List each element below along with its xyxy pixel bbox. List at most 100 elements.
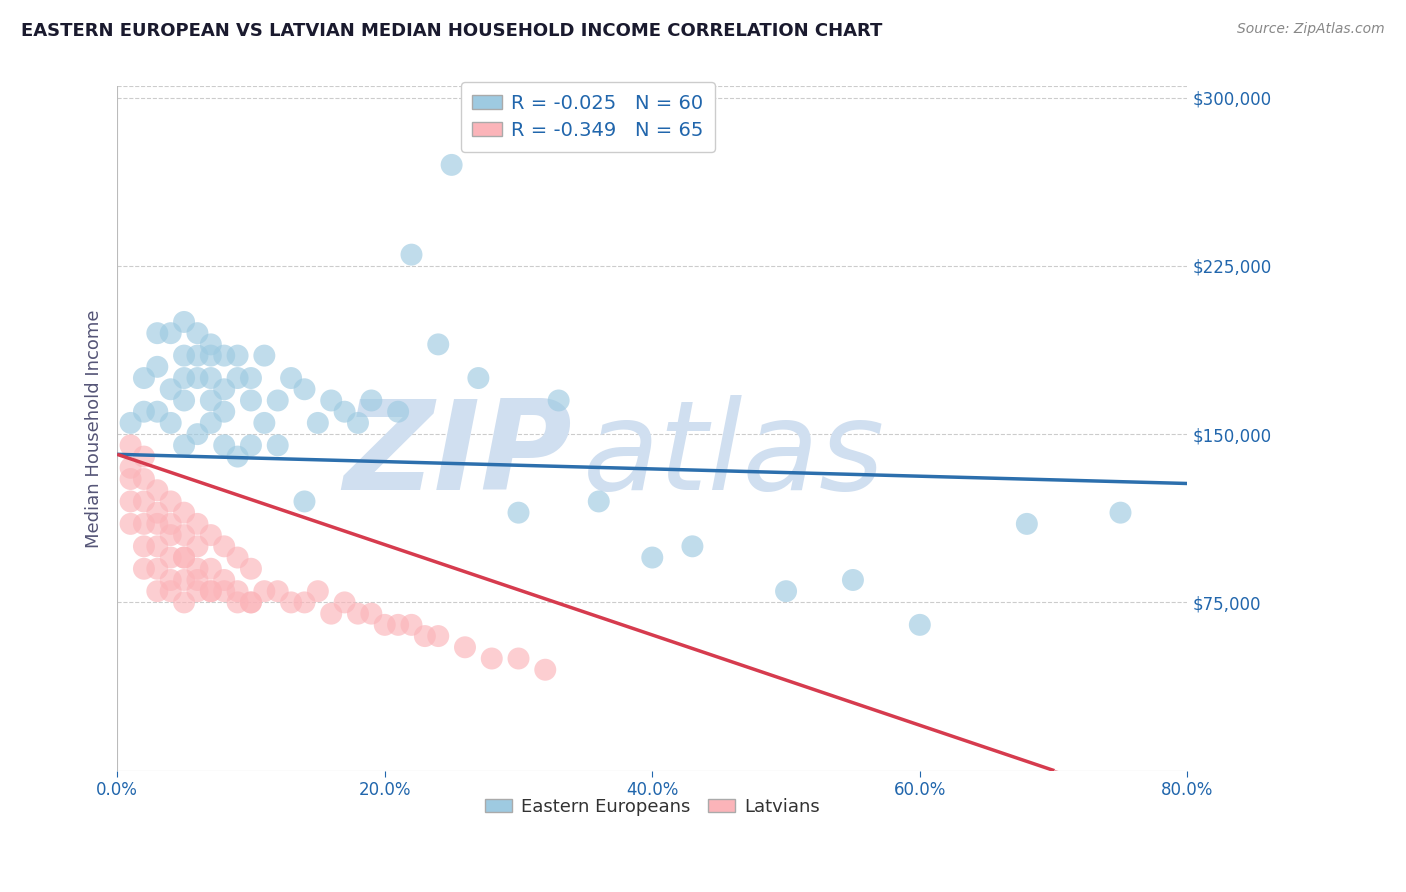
Point <box>212 405 235 419</box>
Point <box>146 483 169 498</box>
Point <box>239 371 262 385</box>
Y-axis label: Median Household Income: Median Household Income <box>86 310 103 548</box>
Point <box>212 573 235 587</box>
Point <box>253 416 276 430</box>
Point <box>387 405 409 419</box>
Point <box>159 528 181 542</box>
Point <box>360 393 382 408</box>
Point <box>226 595 249 609</box>
Point <box>374 618 396 632</box>
Point <box>132 494 155 508</box>
Point <box>132 405 155 419</box>
Point <box>427 629 450 643</box>
Point <box>253 584 276 599</box>
Point <box>173 573 195 587</box>
Point <box>360 607 382 621</box>
Point <box>1109 506 1132 520</box>
Point <box>159 516 181 531</box>
Point <box>534 663 557 677</box>
Point <box>159 550 181 565</box>
Point <box>159 326 181 341</box>
Point <box>200 349 222 363</box>
Point <box>427 337 450 351</box>
Point <box>173 550 195 565</box>
Point <box>200 337 222 351</box>
Point <box>440 158 463 172</box>
Point <box>307 584 329 599</box>
Point <box>146 405 169 419</box>
Point <box>146 359 169 374</box>
Point <box>212 539 235 553</box>
Point <box>294 382 316 396</box>
Point <box>186 584 208 599</box>
Point <box>226 584 249 599</box>
Point <box>173 315 195 329</box>
Point <box>467 371 489 385</box>
Point <box>508 506 530 520</box>
Point <box>200 562 222 576</box>
Point <box>159 573 181 587</box>
Point <box>321 393 343 408</box>
Point <box>146 562 169 576</box>
Point <box>321 607 343 621</box>
Point <box>186 349 208 363</box>
Point <box>132 450 155 464</box>
Point <box>280 595 302 609</box>
Point <box>146 506 169 520</box>
Point <box>146 584 169 599</box>
Point <box>159 494 181 508</box>
Point <box>173 528 195 542</box>
Point <box>200 371 222 385</box>
Point <box>132 371 155 385</box>
Point <box>239 393 262 408</box>
Point <box>267 393 290 408</box>
Point <box>226 550 249 565</box>
Point <box>186 562 208 576</box>
Point <box>200 528 222 542</box>
Point <box>588 494 610 508</box>
Point <box>347 607 370 621</box>
Point <box>294 494 316 508</box>
Point <box>186 516 208 531</box>
Point <box>307 416 329 430</box>
Point <box>200 584 222 599</box>
Point <box>333 405 356 419</box>
Text: atlas: atlas <box>582 395 884 516</box>
Point <box>212 584 235 599</box>
Legend: Eastern Europeans, Latvians: Eastern Europeans, Latvians <box>478 791 827 823</box>
Point <box>454 640 477 655</box>
Point <box>132 539 155 553</box>
Text: Source: ZipAtlas.com: Source: ZipAtlas.com <box>1237 22 1385 37</box>
Point <box>186 539 208 553</box>
Point <box>173 506 195 520</box>
Point <box>173 550 195 565</box>
Point <box>146 516 169 531</box>
Point <box>173 349 195 363</box>
Point <box>120 494 142 508</box>
Point <box>239 595 262 609</box>
Point <box>120 516 142 531</box>
Point <box>200 416 222 430</box>
Point <box>173 393 195 408</box>
Point <box>159 382 181 396</box>
Point <box>173 371 195 385</box>
Point <box>226 450 249 464</box>
Point <box>186 573 208 587</box>
Point <box>401 618 423 632</box>
Point <box>186 371 208 385</box>
Point <box>239 438 262 452</box>
Point <box>1015 516 1038 531</box>
Point <box>239 562 262 576</box>
Point <box>200 393 222 408</box>
Point <box>387 618 409 632</box>
Point <box>173 595 195 609</box>
Point <box>481 651 503 665</box>
Point <box>132 472 155 486</box>
Point <box>212 382 235 396</box>
Point <box>413 629 436 643</box>
Point <box>132 516 155 531</box>
Point <box>173 438 195 452</box>
Point <box>508 651 530 665</box>
Point <box>159 584 181 599</box>
Point <box>681 539 703 553</box>
